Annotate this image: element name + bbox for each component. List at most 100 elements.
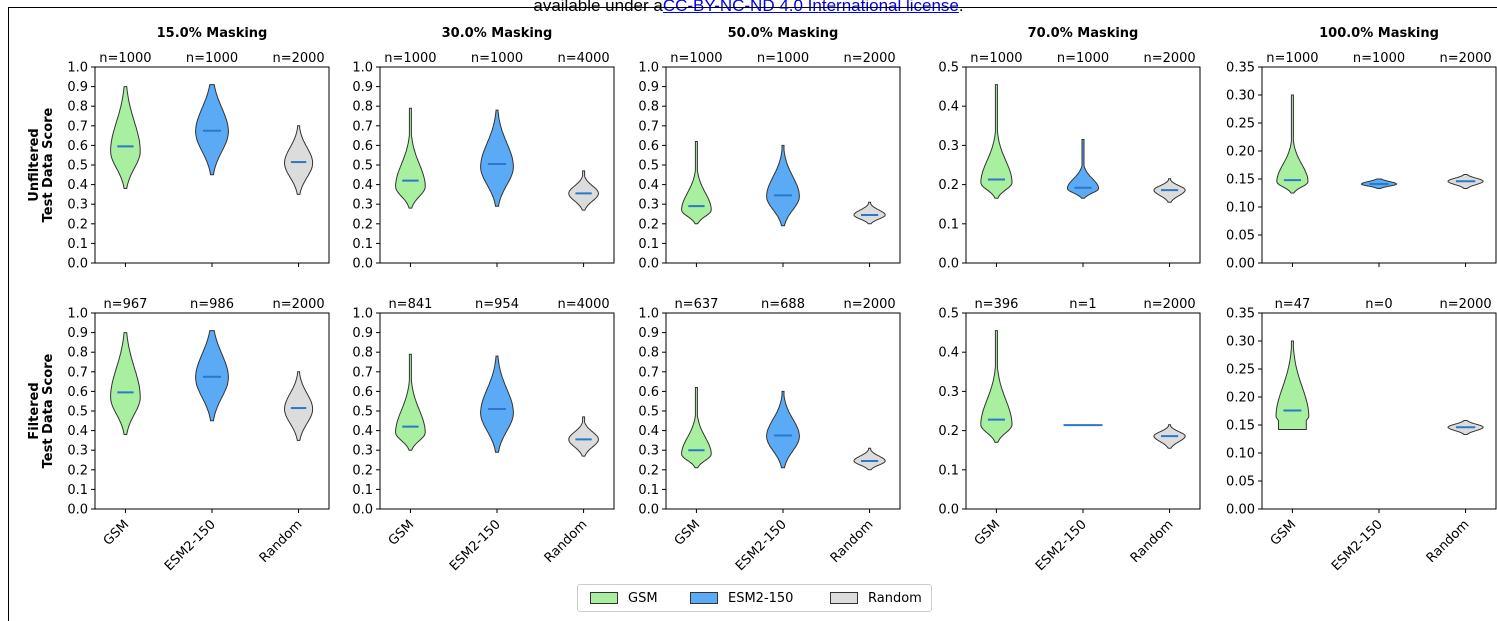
y-tick-label: 0.4 — [638, 424, 659, 439]
y-tick-label: 0.9 — [352, 326, 373, 341]
n-count-label: n=1000 — [99, 51, 151, 66]
violin-random — [283, 125, 314, 195]
n-count-label: n=1000 — [471, 51, 523, 66]
n-count-label: n=1000 — [1353, 51, 1405, 66]
x-tick-label: GSM — [101, 517, 132, 548]
y-tick-label: 0.1 — [352, 237, 373, 252]
y-tick-label: 0.2 — [938, 424, 959, 439]
violin-gsm — [681, 141, 712, 225]
violin-gsm — [395, 107, 426, 209]
y-tick-label: 0.2 — [67, 217, 88, 232]
legend-item-random: Random — [830, 590, 922, 606]
legend-swatch-gsm — [590, 592, 618, 604]
y-tick-label: 0.1 — [938, 463, 959, 478]
y-tick-label: 0.4 — [67, 424, 88, 439]
n-count-label: n=47 — [1275, 297, 1311, 312]
column-title: 15.0% Masking — [157, 26, 268, 41]
violin-random — [568, 416, 599, 457]
y-tick-label: 0.2 — [352, 217, 373, 232]
y-tick-label: 0.0 — [938, 503, 959, 518]
y-tick-label: 0.4 — [352, 178, 373, 193]
x-tick-label: ESM2-150 — [447, 517, 504, 574]
n-count-label: n=986 — [190, 297, 234, 312]
y-tick-label: 0.5 — [638, 159, 659, 174]
y-tick-label: 0.15 — [1226, 419, 1255, 434]
n-count-label: n=2000 — [1143, 297, 1195, 312]
y-tick-label: 0.5 — [938, 61, 959, 76]
violin-gsm — [1276, 94, 1309, 194]
violin-random — [853, 447, 886, 471]
x-tick-label: Random — [828, 517, 877, 566]
violin-random — [568, 170, 599, 211]
y-tick-label: 1.0 — [638, 61, 659, 76]
y-tick-label: 0.30 — [1226, 335, 1255, 350]
row-label-filtered: Filtered Test Data Score — [27, 353, 56, 468]
y-tick-label: 0.0 — [352, 257, 373, 272]
y-tick-label: 0.3 — [938, 385, 959, 400]
y-tick-label: 1.0 — [638, 307, 659, 322]
y-tick-label: 0.8 — [67, 346, 88, 361]
n-count-label: n=1000 — [670, 51, 722, 66]
legend-item-esm2: ESM2-150 — [690, 590, 793, 606]
y-tick-label: 1.0 — [352, 307, 373, 322]
violin-gsm — [681, 387, 712, 469]
n-count-label: n=2000 — [843, 297, 895, 312]
n-count-label: n=1000 — [186, 51, 238, 66]
y-tick-label: 0.9 — [638, 326, 659, 341]
violin-esm2-150 — [480, 109, 514, 207]
y-tick-label: 0.7 — [638, 365, 659, 380]
y-tick-label: 0.5 — [67, 405, 88, 420]
n-count-label: n=2000 — [272, 51, 324, 66]
x-tick-label: ESM2-150 — [1033, 517, 1090, 574]
x-tick-label: ESM2-150 — [733, 517, 790, 574]
violin-gsm — [395, 353, 426, 451]
legend-item-gsm: GSM — [590, 590, 658, 606]
y-tick-label: 0.10 — [1226, 447, 1255, 462]
y-tick-label: 0.25 — [1226, 117, 1255, 132]
n-count-label: n=4000 — [557, 51, 609, 66]
x-tick-label: ESM2-150 — [1329, 517, 1386, 574]
y-tick-label: 0.9 — [638, 80, 659, 95]
legend-label-esm2: ESM2-150 — [728, 590, 794, 606]
y-tick-label: 0.1 — [352, 483, 373, 498]
row-label-unfiltered: Unfiltered Test Data Score — [27, 107, 56, 222]
row-label-line: Test Data Score — [41, 107, 56, 222]
violin-gsm — [980, 84, 1013, 199]
y-tick-label: 0.8 — [638, 346, 659, 361]
x-tick-label: Random — [257, 517, 306, 566]
y-tick-label: 0.1 — [67, 483, 88, 498]
n-count-label: n=1000 — [970, 51, 1022, 66]
y-tick-label: 0.9 — [352, 80, 373, 95]
column-title: 70.0% Masking — [1028, 26, 1139, 41]
y-tick-label: 0.4 — [638, 178, 659, 193]
y-tick-label: 0.2 — [67, 463, 88, 478]
n-count-label: n=2000 — [1439, 51, 1491, 66]
y-tick-label: 0.3 — [352, 444, 373, 459]
y-tick-label: 0.7 — [352, 365, 373, 380]
violin-gsm — [110, 86, 141, 189]
y-tick-label: 0.35 — [1226, 61, 1255, 76]
y-tick-label: 0.8 — [638, 100, 659, 115]
x-tick-label: GSM — [1268, 517, 1299, 548]
y-tick-label: 0.3 — [638, 198, 659, 213]
n-count-label: n=688 — [761, 297, 805, 312]
y-tick-label: 0.20 — [1226, 391, 1255, 406]
y-tick-label: 1.0 — [352, 61, 373, 76]
x-tick-label: Random — [1424, 517, 1473, 566]
legend-swatch-esm2 — [690, 592, 718, 604]
y-tick-label: 0.1 — [67, 237, 88, 252]
y-tick-label: 0.0 — [638, 503, 659, 518]
y-tick-label: 0.00 — [1226, 257, 1255, 272]
column-title: 30.0% Masking — [442, 26, 553, 41]
row-label-line: Test Data Score — [41, 353, 56, 468]
n-count-label: n=841 — [388, 297, 432, 312]
y-tick-label: 0.5 — [352, 405, 373, 420]
n-count-label: n=2000 — [1143, 51, 1195, 66]
n-count-label: n=0 — [1365, 297, 1392, 312]
y-tick-label: 0.7 — [67, 119, 88, 134]
legend-label-gsm: GSM — [628, 590, 658, 606]
y-tick-label: 0.2 — [938, 178, 959, 193]
y-tick-label: 0.2 — [638, 463, 659, 478]
x-tick-label: GSM — [672, 517, 703, 548]
